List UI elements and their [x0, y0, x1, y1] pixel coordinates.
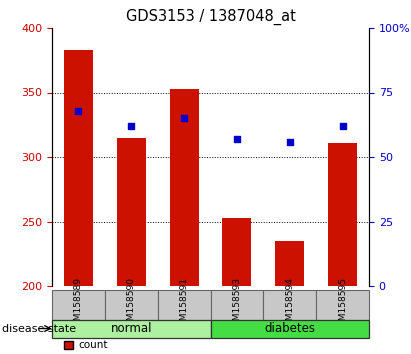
Point — [181, 115, 187, 121]
Text: GSM158589: GSM158589 — [74, 277, 83, 332]
Bar — [210, 320, 369, 338]
Point — [286, 139, 293, 144]
Bar — [275, 241, 304, 286]
Bar — [316, 290, 369, 320]
Text: GSM158594: GSM158594 — [285, 277, 294, 332]
Bar — [117, 138, 146, 286]
Bar — [222, 218, 252, 286]
Title: GDS3153 / 1387048_at: GDS3153 / 1387048_at — [126, 9, 296, 25]
Text: count: count — [79, 339, 108, 350]
Bar — [52, 320, 210, 338]
Point — [128, 123, 134, 129]
Bar — [170, 88, 199, 286]
Bar — [263, 290, 316, 320]
Bar — [105, 290, 158, 320]
Bar — [210, 290, 263, 320]
Text: GSM158595: GSM158595 — [338, 277, 347, 332]
Bar — [328, 143, 357, 286]
Bar — [64, 50, 93, 286]
Text: GSM158593: GSM158593 — [232, 277, 241, 332]
Text: disease state: disease state — [2, 324, 76, 333]
Text: normal: normal — [111, 322, 152, 335]
Point — [75, 108, 82, 113]
Text: GSM158590: GSM158590 — [127, 277, 136, 332]
Bar — [52, 290, 105, 320]
Text: GSM158591: GSM158591 — [180, 277, 189, 332]
Bar — [158, 290, 210, 320]
Text: diabetes: diabetes — [264, 322, 315, 335]
Point — [339, 123, 346, 129]
Point — [233, 136, 240, 142]
